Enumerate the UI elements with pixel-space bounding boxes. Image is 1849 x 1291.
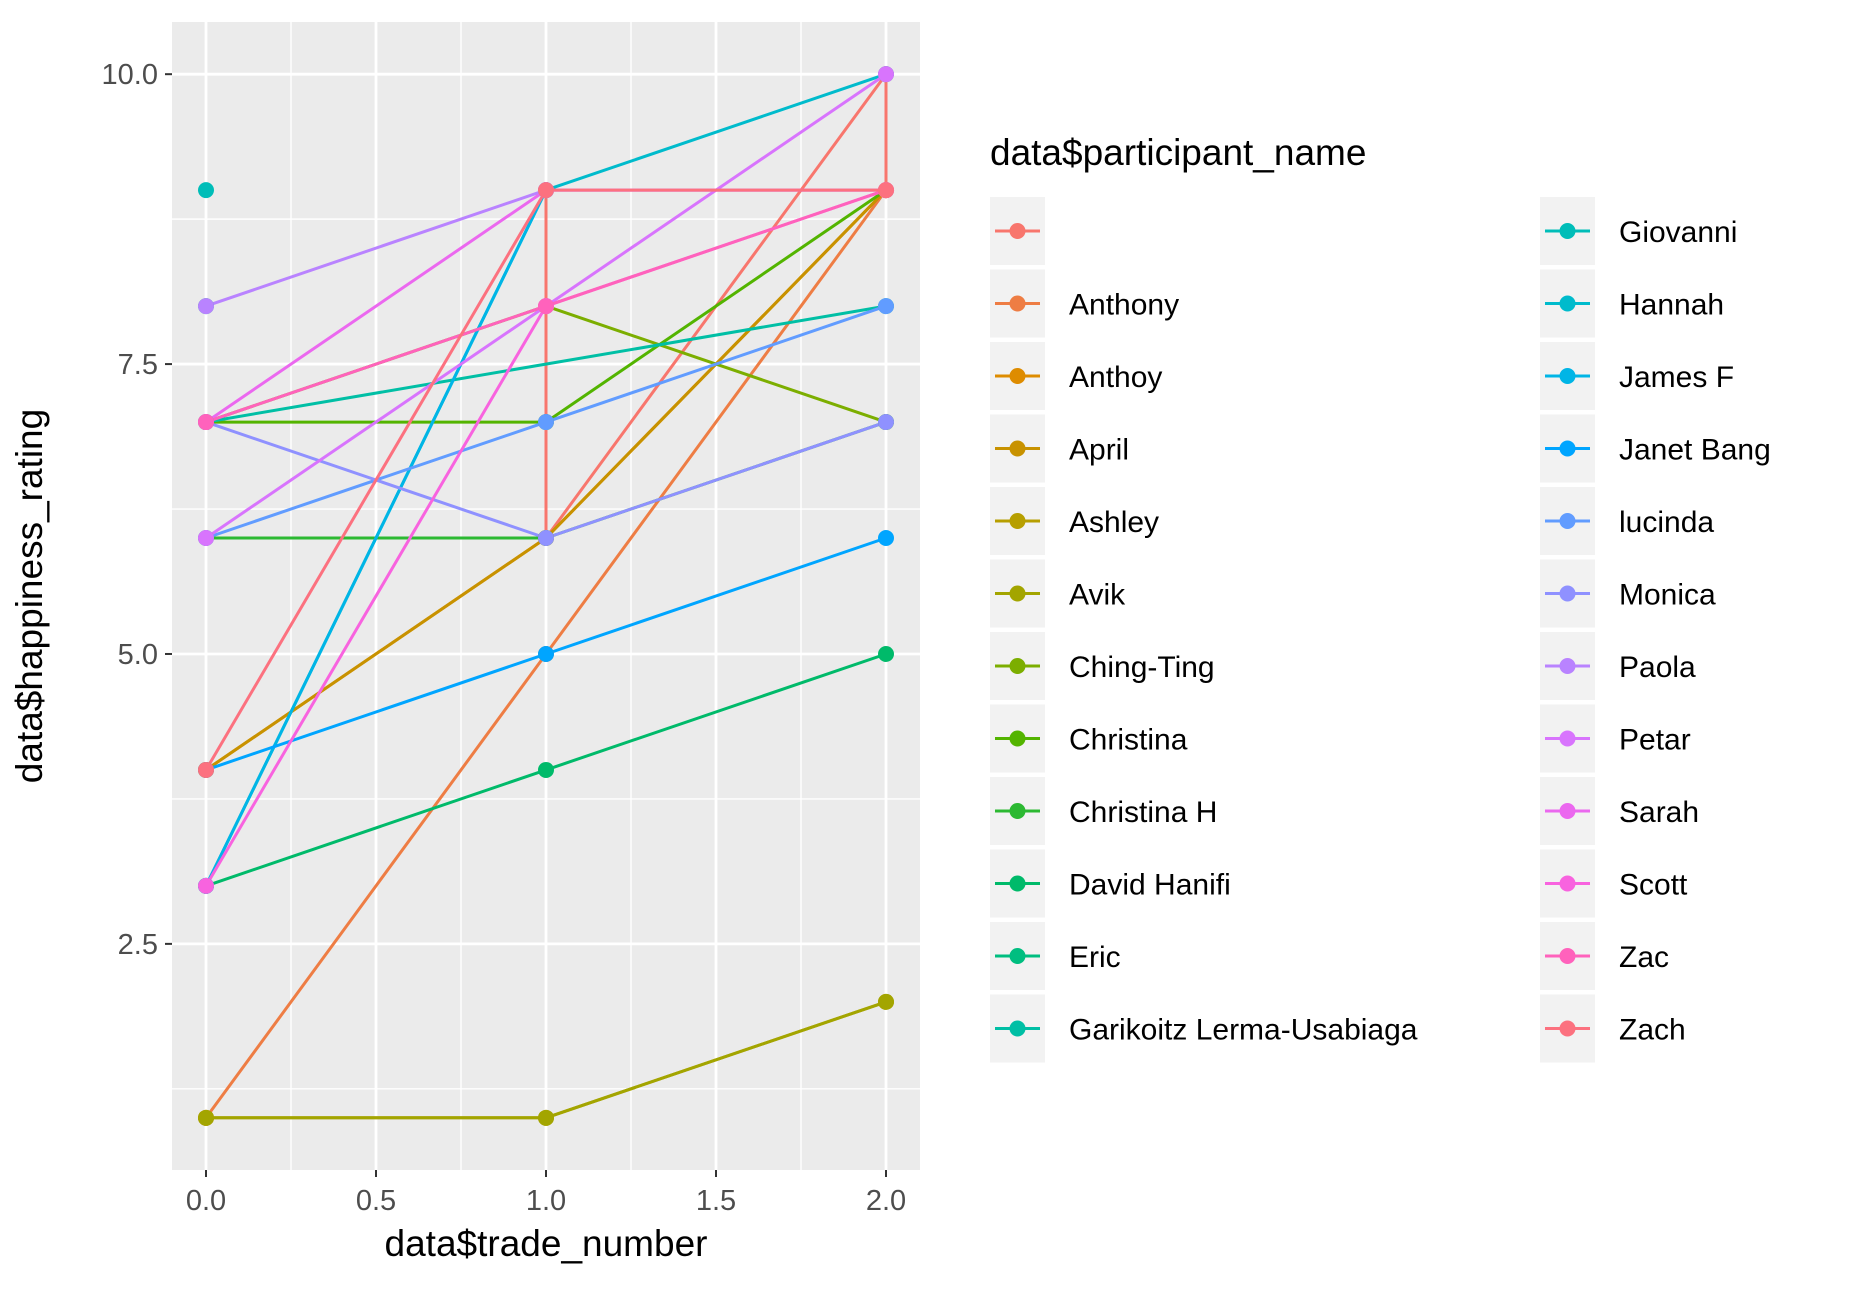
data-point-monica <box>878 414 894 431</box>
legend-key-point <box>1009 368 1026 384</box>
legend-key-point <box>1009 295 1026 312</box>
legend-key-point <box>1009 730 1026 747</box>
legend-label-garikoitz-lerma-usabiaga: Garikoitz Lerma-Usabiaga <box>1069 1014 1418 1047</box>
series-line-james-f <box>204 189 548 887</box>
legend-label-james-f: James F <box>1619 361 1734 394</box>
x-tick-label: 0.5 <box>356 1185 396 1217</box>
legend-key-point <box>1009 513 1026 529</box>
legend-label-janet-bang: Janet Bang <box>1619 434 1771 467</box>
legend-label-giovanni: Giovanni <box>1619 216 1737 249</box>
y-axis-title: data$happiness_rating <box>9 409 50 783</box>
legend-key-point <box>1559 948 1576 964</box>
data-point-avik <box>538 1109 554 1126</box>
data-point-janet-bang <box>878 530 894 547</box>
data-point-zach <box>198 761 214 778</box>
legend-label-petar: Petar <box>1619 724 1691 757</box>
legend-label-ching-ting: Ching-Ting <box>1069 651 1215 684</box>
legend-key-point <box>1009 948 1026 964</box>
legend-key-point <box>1559 1020 1576 1037</box>
legend-label-lucinda: lucinda <box>1619 506 1714 539</box>
data-point-avik <box>878 993 894 1010</box>
legend-key-point <box>1559 730 1576 747</box>
legend-key-point <box>1009 658 1026 674</box>
legend-label-paola: Paola <box>1619 651 1696 684</box>
legend-key-point <box>1559 513 1576 529</box>
data-point-zac <box>198 414 214 431</box>
legend-label-anthoy: Anthoy <box>1069 361 1162 394</box>
data-point-avik <box>198 1109 214 1126</box>
legend-key-point <box>1559 368 1576 384</box>
data-point-paola <box>198 298 214 315</box>
data-point-lucinda <box>878 298 894 315</box>
legend-key-point <box>1559 803 1576 819</box>
data-point-giovanni <box>198 182 214 199</box>
data-point-petar <box>198 530 214 547</box>
data-point-zach <box>878 182 894 199</box>
y-tick-label: 7.5 <box>118 349 158 381</box>
legend-key-point <box>1009 585 1026 602</box>
legend-key-point <box>1559 223 1576 239</box>
data-point-david-hanifi <box>878 645 894 662</box>
series-points <box>198 66 894 1126</box>
x-tick-label: 2.0 <box>866 1185 906 1217</box>
series-line-garikoitz-lerma-usabiaga <box>205 304 887 424</box>
legend-label-hannah: Hannah <box>1619 289 1724 322</box>
legend-label-scott: Scott <box>1619 869 1688 902</box>
y-axis: 2.5 5.0 7.5 10.0 <box>102 59 172 961</box>
legend-key-point <box>1559 585 1576 602</box>
data-point-david-hanifi <box>538 761 554 778</box>
y-tick-label: 5.0 <box>118 639 158 671</box>
legend-key-point <box>1559 658 1576 674</box>
legend: Anthony Anthoy April Ashley Avik Ching-Ting Ch… <box>990 197 1771 1063</box>
x-tick-label: 1.0 <box>526 1185 566 1217</box>
x-axis: 0.0 0.5 1.0 1.5 2.0 <box>186 1170 906 1217</box>
legend-label-zach: Zach <box>1619 1014 1686 1047</box>
legend-label-monica: Monica <box>1619 579 1716 612</box>
legend-label-eric: Eric <box>1069 941 1121 974</box>
legend-label-zac: Zac <box>1619 941 1669 974</box>
legend-key-point <box>1009 875 1026 892</box>
legend-label-avik: Avik <box>1069 579 1126 612</box>
data-point-zac <box>538 298 554 315</box>
data-point-monica <box>538 530 554 547</box>
data-point-zach <box>538 182 554 199</box>
legend-key-point <box>1559 295 1576 312</box>
y-tick-label: 2.5 <box>118 929 158 961</box>
legend-key-point <box>1559 440 1576 457</box>
data-point-janet-bang <box>538 645 554 662</box>
legend-title: data$participant_name <box>990 132 1366 173</box>
legend-key-point <box>1009 1020 1026 1037</box>
x-tick-label: 1.5 <box>696 1185 736 1217</box>
legend-label-christina-h: Christina H <box>1069 796 1217 829</box>
legend-key-point <box>1009 803 1026 819</box>
legend-label-ashley: Ashley <box>1069 506 1159 539</box>
legend-label-christina: Christina <box>1069 724 1188 757</box>
y-tick-label: 10.0 <box>102 59 158 91</box>
x-tick-label: 0.0 <box>186 1185 226 1217</box>
legend-key-point <box>1559 875 1576 892</box>
data-point-petar <box>878 66 894 83</box>
data-point-lucinda <box>538 414 554 431</box>
legend-label-anthony: Anthony <box>1069 289 1179 322</box>
x-axis-title: data$trade_number <box>385 1223 708 1264</box>
legend-label-sarah: Sarah <box>1619 796 1699 829</box>
legend-key-point <box>1009 440 1026 457</box>
legend-label-april: April <box>1069 434 1129 467</box>
data-point-scott <box>198 877 214 894</box>
legend-key-point <box>1009 223 1026 239</box>
legend-label-david-hanifi: David Hanifi <box>1069 869 1231 902</box>
